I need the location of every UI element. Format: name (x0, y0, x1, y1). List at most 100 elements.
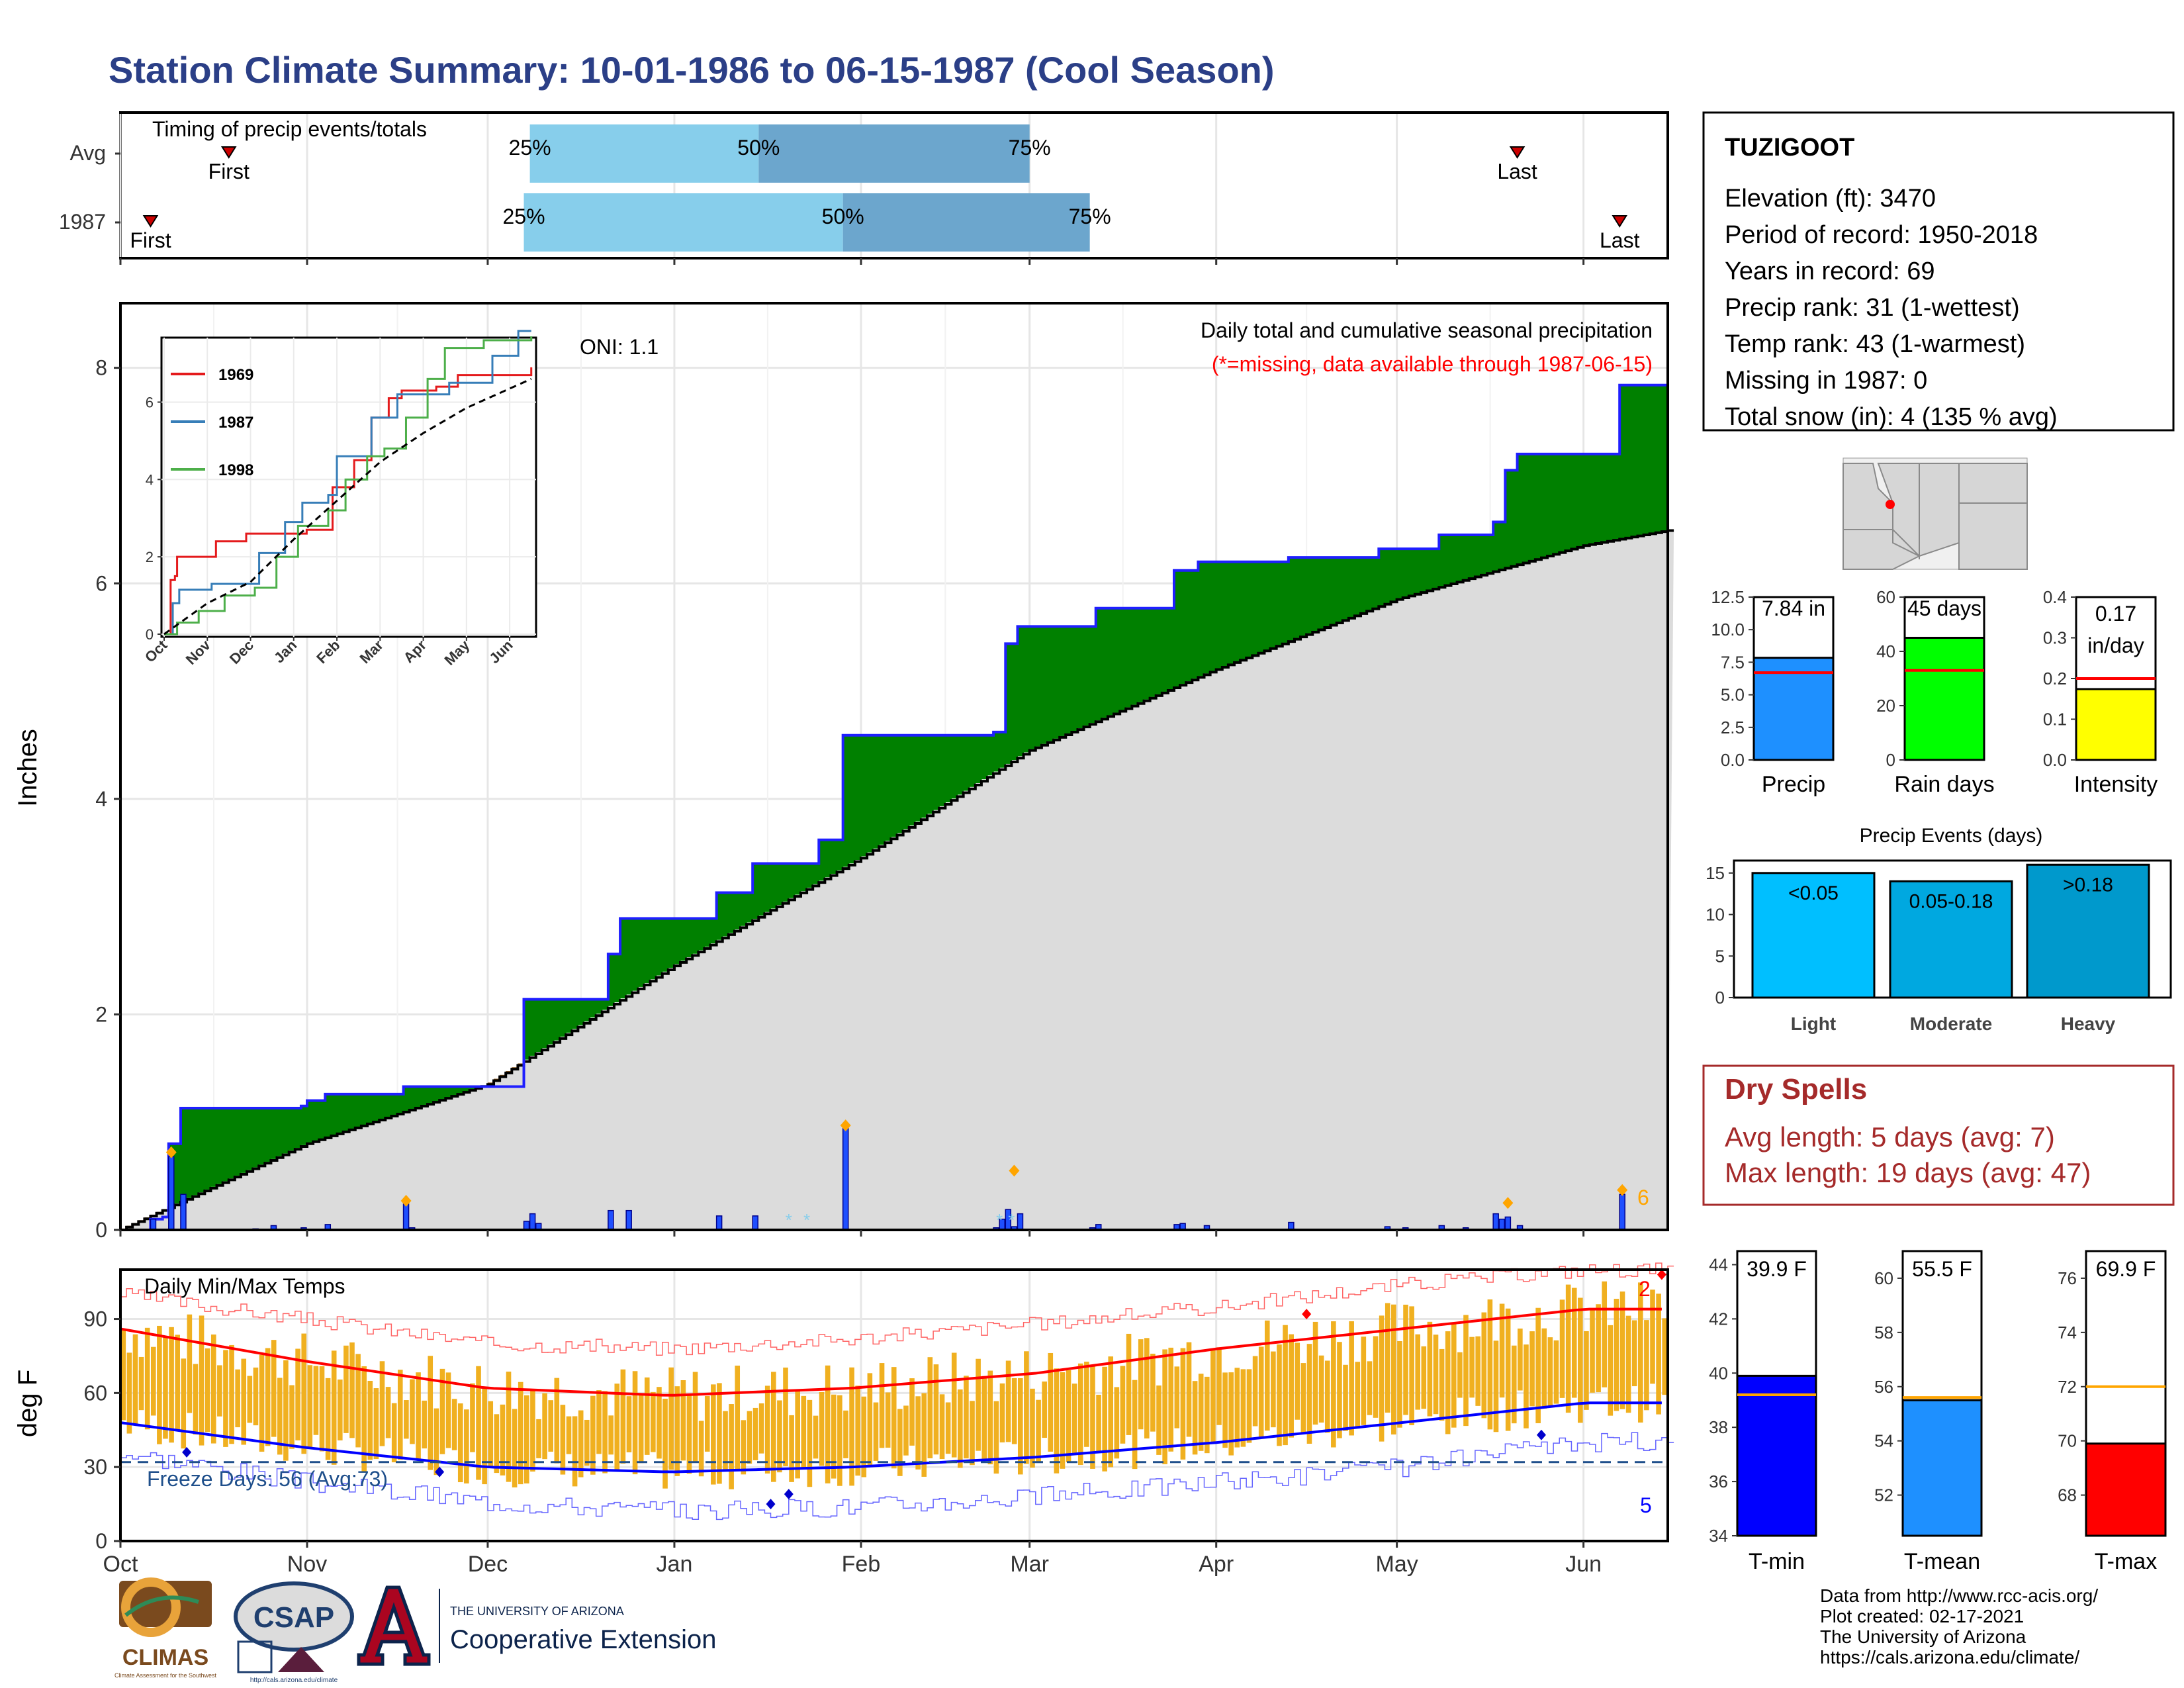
daily-temp-bar (891, 1367, 897, 1469)
first-event-label: First (208, 160, 250, 183)
timing-bar-q3 (758, 124, 1030, 183)
daily-temp-bar (1205, 1376, 1210, 1454)
above-average-fill (1029, 626, 1036, 749)
above-average-fill (1035, 626, 1042, 747)
daily-temp-bar (163, 1336, 168, 1439)
precip-y-tick-label: 0 (95, 1218, 107, 1242)
above-average-fill (1348, 557, 1355, 618)
above-average-fill (367, 1094, 374, 1123)
daily-temp-bar (1373, 1336, 1379, 1418)
above-average-fill (915, 735, 922, 822)
daily-temp-bar (572, 1416, 578, 1487)
events-y-tick-label: 0 (1715, 988, 1725, 1008)
daily-temp-bar (1048, 1352, 1054, 1452)
above-average-fill (1445, 535, 1452, 585)
above-average-fill (1017, 626, 1024, 757)
above-average-fill (1480, 535, 1488, 575)
daily-temp-bar (651, 1391, 656, 1452)
daily-temp-bar (428, 1356, 433, 1470)
daily-temp-bar (807, 1399, 813, 1487)
above-average-fill (355, 1094, 362, 1127)
daily-temp-bar (210, 1334, 216, 1444)
summary-y-tick-label: 20 (1876, 696, 1895, 716)
above-average-fill (1469, 535, 1476, 578)
station-line: Period of record: 1950-2018 (1725, 221, 2038, 249)
above-average-fill (385, 1094, 392, 1117)
timing-bar-q2 (529, 124, 759, 183)
temp-panel-frame (119, 1268, 1669, 1542)
summary-y-tick-label: 5.0 (1721, 685, 1745, 705)
daily-temp-bar (1445, 1331, 1451, 1434)
above-average-fill (174, 1143, 181, 1204)
above-average-fill (999, 731, 1006, 768)
daily-temp-bar (1541, 1328, 1547, 1409)
temp-summary-y-tick-label: 56 (1874, 1377, 1893, 1397)
station-line: Total snow (in): 4 (135 % avg) (1725, 403, 2058, 431)
above-average-fill (656, 918, 663, 976)
daily-temp-bar (361, 1366, 367, 1473)
temp-summary-y-tick-label: 42 (1709, 1309, 1728, 1329)
inset-y-tick-label: 4 (146, 471, 154, 488)
climas-sublabel: Climate Assessment for the Southwest (114, 1672, 217, 1679)
above-average-fill (782, 863, 790, 902)
daily-temp-bar (385, 1387, 391, 1438)
above-average-fill (620, 918, 627, 999)
above-average-fill (1625, 385, 1633, 538)
daily-temp-bar (1252, 1356, 1258, 1427)
daily-temp-bar (223, 1350, 228, 1447)
above-average-fill (180, 1108, 187, 1201)
daily-temp-bar (1518, 1329, 1523, 1391)
inset-legend-label: 1998 (218, 461, 253, 479)
daily-temp-bar (764, 1385, 770, 1474)
above-average-fill (903, 735, 910, 829)
snow-marker: * (1008, 1210, 1015, 1230)
daily-temp-bar (1367, 1361, 1373, 1415)
daily-temp-bar (397, 1370, 403, 1460)
daily-temp-bar (548, 1400, 554, 1452)
daily-temp-bar (482, 1387, 487, 1485)
above-average-fill (403, 1086, 410, 1111)
above-average-fill (819, 839, 825, 881)
above-average-fill (1246, 561, 1253, 657)
summary-y-tick-label: 0.1 (2043, 710, 2067, 729)
above-average-fill (716, 892, 723, 940)
daily-temp-bar (404, 1400, 409, 1439)
ua-big-label: Cooperative Extension (450, 1625, 716, 1654)
daily-temp-bar (1625, 1315, 1631, 1413)
record-low-line (120, 1432, 1674, 1521)
inset-average-line (163, 378, 532, 635)
daily-precip-bar (608, 1209, 614, 1231)
summary-value-unit: in/day (2087, 633, 2144, 657)
above-average-fill (349, 1094, 356, 1129)
daily-temp-bar (638, 1394, 644, 1464)
above-average-fill (674, 918, 681, 964)
daily-temp-bar (1584, 1331, 1589, 1410)
daily-temp-bar (1108, 1356, 1114, 1468)
daily-temp-bar (259, 1354, 265, 1452)
timing-p25-label: 25% (502, 205, 545, 228)
temp-summary-charts: 34 36 38 40 42 44 39.9 F T-min 52 54 56 58 60 55.5 F T… (1709, 1250, 2167, 1574)
above-average-fill (933, 735, 940, 810)
snow-marker: * (996, 1210, 1003, 1230)
daily-temp-bar (867, 1373, 873, 1467)
above-average-fill (584, 999, 591, 1021)
above-average-fill (638, 918, 645, 987)
daily-temp-bar (1060, 1372, 1066, 1469)
daily-temp-bar (837, 1395, 842, 1486)
temp-y-tick-label: 0 (95, 1529, 107, 1553)
above-average-fill (644, 918, 651, 984)
daily-temp-bar (439, 1368, 445, 1454)
station-line: Missing in 1987: 0 (1725, 367, 1927, 395)
above-average-fill (776, 863, 784, 906)
daily-precip-bar (625, 1209, 632, 1231)
temp-summary-y-tick-label: 40 (1709, 1363, 1728, 1383)
record-count-label: 6 (1637, 1186, 1649, 1209)
daily-temp-bar (723, 1411, 728, 1470)
daily-temp-bar (1150, 1353, 1156, 1432)
above-average-fill (1204, 561, 1211, 674)
daily-temp-bar (554, 1378, 560, 1464)
daily-temp-bar (747, 1411, 752, 1464)
x-axis-tick-label: Mar (1010, 1552, 1049, 1577)
above-average-fill (210, 1108, 218, 1187)
above-average-fill (1529, 453, 1536, 561)
